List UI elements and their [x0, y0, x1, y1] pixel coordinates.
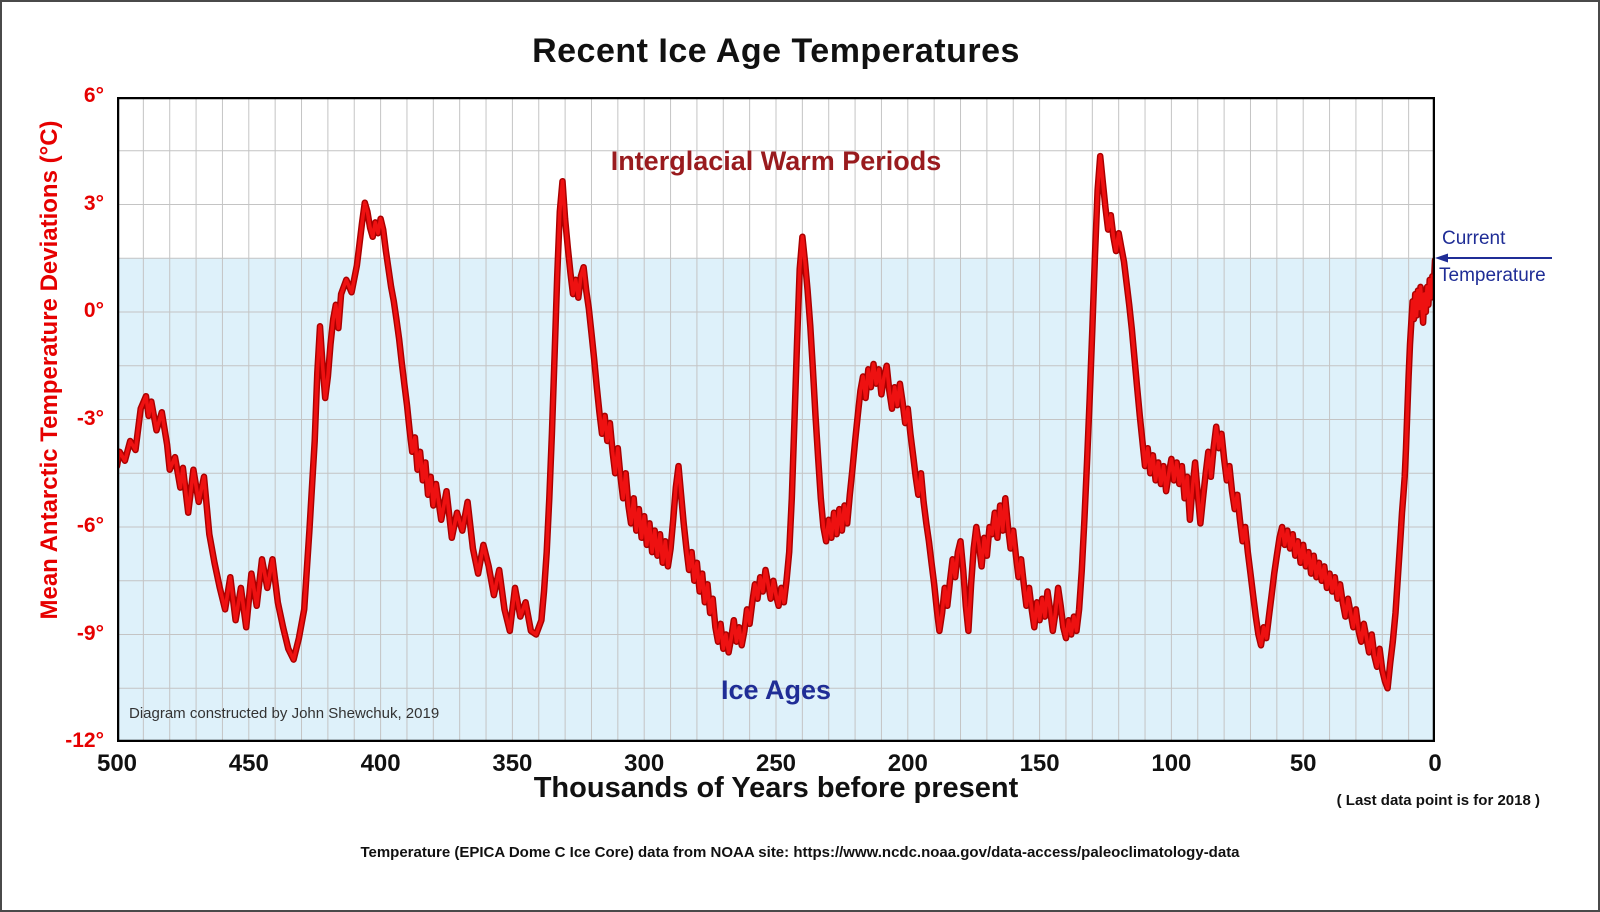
x-tick-label: 250 [755, 750, 797, 777]
x-tick-label: 100 [1151, 750, 1192, 777]
x-tick-label: 50 [1289, 750, 1317, 777]
current-temperature-label-line1: Current [1442, 228, 1506, 249]
credit-text: Diagram constructed by John Shewchuk, 20… [129, 705, 440, 722]
y-tick-label: 3° [83, 191, 104, 215]
x-tick-label: 200 [887, 750, 928, 777]
x-tick-label: 0 [1428, 750, 1442, 777]
interglacial-annotation: Interglacial Warm Periods [610, 146, 942, 176]
current-temperature-arrow-icon [1435, 253, 1552, 263]
chart-title: Recent Ice Age Temperatures [532, 32, 1020, 70]
source-footer: Temperature (EPICA Dome C Ice Core) data… [360, 844, 1240, 861]
current-temperature-label-line2: Temperature [1439, 265, 1546, 286]
temperature-plot-svg [117, 97, 1435, 742]
x-tick-label: 150 [1019, 750, 1060, 777]
plot-border [117, 97, 1435, 742]
ice-ages-annotation: Ice Ages [720, 675, 832, 705]
x-tick-label: 400 [360, 750, 401, 777]
x-tick-label: 300 [624, 750, 665, 777]
y-tick-label: -6° [76, 514, 104, 537]
x-tick-label: 500 [96, 750, 138, 777]
last-data-point-note: ( Last data point is for 2018 ) [1336, 792, 1540, 809]
y-tick-label: 0° [83, 299, 104, 322]
plot-area: Interglacial Warm Periods Ice Ages Diagr… [117, 97, 1435, 742]
temperature-line [117, 154, 1435, 691]
y-tick-label: 6° [83, 84, 104, 107]
y-tick-label: -9° [76, 621, 104, 645]
x-tick-label: 350 [492, 750, 533, 777]
x-axis-title: Thousands of Years before present [533, 772, 1019, 804]
y-tick-label: -12° [65, 729, 104, 752]
y-tick-label: -3° [76, 406, 104, 430]
x-tick-label: 450 [228, 750, 269, 777]
